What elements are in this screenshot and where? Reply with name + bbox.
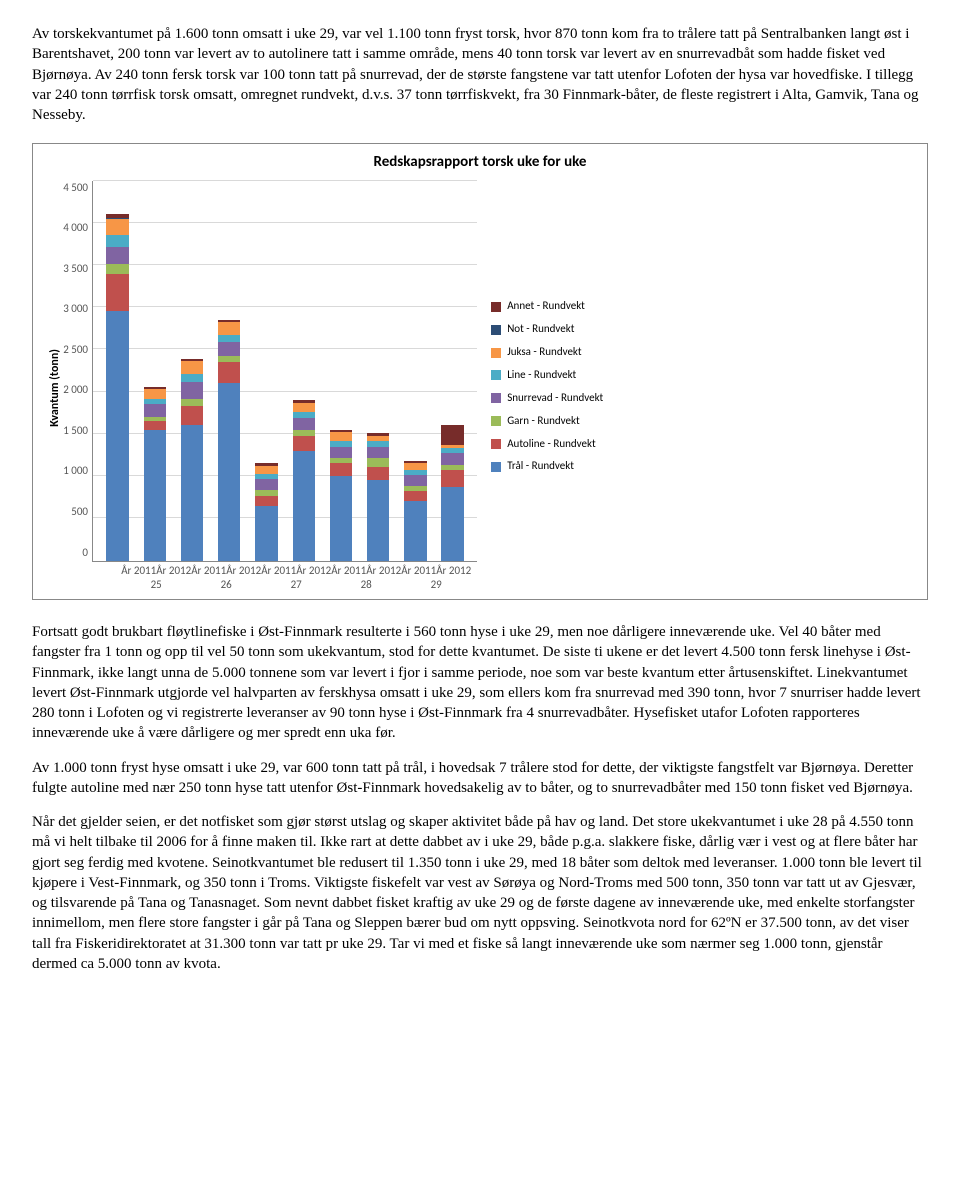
chart-bar xyxy=(441,425,463,561)
chart-bar xyxy=(144,387,166,561)
chart-bar xyxy=(367,433,389,560)
chart-xaxis-groups: 2526272829 xyxy=(115,578,477,593)
chart-yaxis: 4 5004 0003 5003 0002 5002 0001 5001 000… xyxy=(63,181,92,561)
chart-ylabel: Kvantum (tonn) xyxy=(43,181,63,594)
chart-bar xyxy=(106,214,128,560)
chart-xaxis-labels: År 2011År 2012År 2011År 2012År 2011År 20… xyxy=(115,562,477,579)
chart-title: Redskapsrapport torsk uke for uke xyxy=(43,152,917,172)
legend-item: Annet - Rundvekt xyxy=(491,299,641,314)
chart-bar xyxy=(404,461,426,561)
paragraph-1: Av torskekvantumet på 1.600 tonn omsatt … xyxy=(32,24,928,125)
paragraph-3: Av 1.000 tonn fryst hyse omsatt i uke 29… xyxy=(32,758,928,799)
chart-bar xyxy=(181,359,203,561)
legend-item: Not - Rundvekt xyxy=(491,322,641,337)
legend-item: Juksa - Rundvekt xyxy=(491,345,641,360)
chart-bar xyxy=(218,320,240,561)
legend-item: Garn - Rundvekt xyxy=(491,414,641,429)
chart-plot-area xyxy=(92,181,477,562)
chart-legend: Annet - Rundvekt Not - Rundvekt Juksa - Ru… xyxy=(477,181,641,594)
legend-item: Line - Rundvekt xyxy=(491,368,641,383)
legend-item: Snurrevad - Rundvekt xyxy=(491,391,641,406)
chart-bar xyxy=(255,463,277,560)
legend-item: Trål - Rundvekt xyxy=(491,459,641,474)
chart-bar xyxy=(330,430,352,561)
redskapsrapport-chart: Redskapsrapport torsk uke for uke Kvantu… xyxy=(32,143,928,600)
paragraph-4: Når det gjelder seien, er det notfisket … xyxy=(32,812,928,974)
legend-item: Autoline - Rundvekt xyxy=(491,437,641,452)
paragraph-2: Fortsatt godt brukbart fløytlinefiske i … xyxy=(32,622,928,744)
chart-bar xyxy=(293,400,315,560)
